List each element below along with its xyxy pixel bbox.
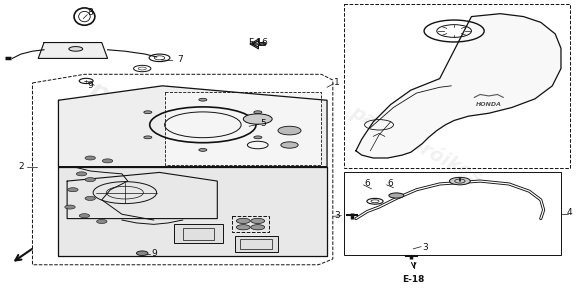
Text: F-16: F-16: [248, 38, 267, 47]
Ellipse shape: [278, 126, 301, 135]
Ellipse shape: [68, 188, 78, 192]
Ellipse shape: [281, 142, 298, 148]
Ellipse shape: [199, 148, 207, 151]
Text: HONDA: HONDA: [476, 102, 502, 107]
Ellipse shape: [236, 225, 250, 230]
Ellipse shape: [251, 218, 265, 224]
Text: 2: 2: [18, 162, 24, 171]
Ellipse shape: [449, 177, 470, 185]
Bar: [174, 224, 223, 243]
Text: 1: 1: [334, 79, 340, 88]
Ellipse shape: [85, 196, 96, 200]
Ellipse shape: [65, 205, 75, 209]
Ellipse shape: [79, 214, 90, 218]
Bar: [345, 173, 561, 255]
Ellipse shape: [144, 136, 152, 139]
Polygon shape: [58, 167, 327, 256]
Text: 8: 8: [87, 8, 93, 17]
Text: E-18: E-18: [402, 275, 425, 284]
Text: partsforóikes: partsforóikes: [347, 102, 486, 188]
Text: 6: 6: [388, 180, 394, 188]
Text: 4: 4: [567, 208, 573, 217]
Polygon shape: [58, 86, 327, 167]
Bar: [345, 3, 570, 168]
Polygon shape: [38, 43, 108, 58]
Text: partsforóikes: partsforóikes: [85, 75, 263, 186]
Ellipse shape: [389, 193, 404, 198]
Ellipse shape: [69, 47, 83, 51]
Text: 3: 3: [422, 243, 428, 252]
Polygon shape: [166, 92, 321, 165]
Text: 6: 6: [365, 180, 371, 188]
Ellipse shape: [85, 156, 96, 160]
Ellipse shape: [199, 98, 207, 101]
Text: 9: 9: [87, 81, 93, 90]
Ellipse shape: [236, 218, 250, 224]
Text: 3: 3: [335, 211, 340, 220]
Bar: [182, 228, 214, 240]
Polygon shape: [356, 14, 561, 158]
Ellipse shape: [137, 251, 148, 255]
Ellipse shape: [76, 172, 87, 176]
Ellipse shape: [243, 114, 272, 124]
Bar: [234, 236, 278, 252]
Ellipse shape: [85, 177, 96, 182]
Ellipse shape: [251, 225, 265, 230]
Ellipse shape: [97, 220, 107, 224]
Bar: [232, 216, 269, 232]
Bar: [240, 239, 272, 249]
Ellipse shape: [254, 111, 262, 114]
Ellipse shape: [102, 159, 113, 163]
Text: 5: 5: [261, 119, 266, 128]
Text: 7: 7: [177, 55, 182, 64]
Ellipse shape: [144, 111, 152, 114]
Polygon shape: [67, 173, 217, 219]
Text: 9: 9: [151, 249, 157, 258]
Ellipse shape: [254, 136, 262, 139]
